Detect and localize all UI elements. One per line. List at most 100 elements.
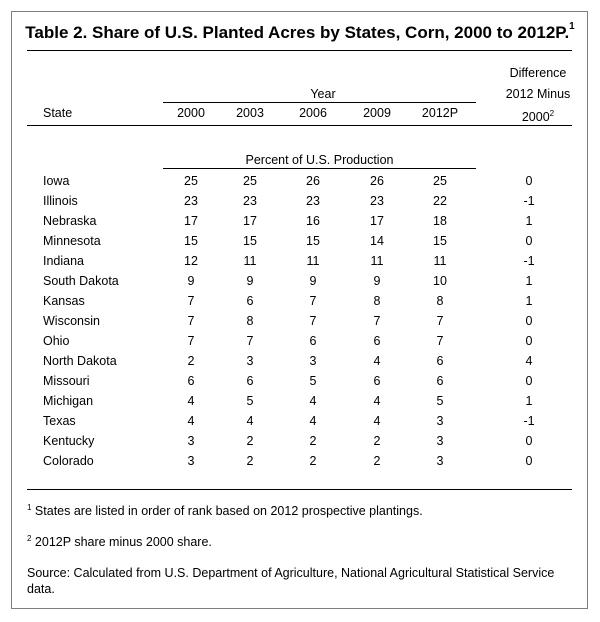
table-row: Nebraska 17 17 16 17 18 1 [0,211,600,231]
cell-state: Texas [43,414,76,428]
state-header: State [43,106,73,120]
cell-2009: 6 [373,374,381,388]
cell-difference: 1 [525,214,533,228]
cell-difference: 0 [525,454,533,468]
cell-difference: 1 [525,274,533,288]
cell-2006: 7 [309,294,317,308]
unit-label: Percent of U.S. Production [245,153,394,167]
cell-2009: 9 [373,274,381,288]
cell-2006: 5 [309,374,317,388]
year-header-2009: 2009 [363,106,391,120]
cell-2003: 5 [246,394,254,408]
cell-2000: 17 [184,214,198,228]
cell-2009: 4 [373,394,381,408]
cell-2012p: 5 [436,394,444,408]
cell-difference: 0 [525,374,533,388]
table-row: Iowa 25 25 26 26 25 0 [0,171,600,191]
cell-2000: 7 [187,334,195,348]
difference-header-line1: Difference [509,66,567,80]
cell-2006: 4 [309,394,317,408]
cell-state: Nebraska [43,214,97,228]
table-row: North Dakota 2 3 3 4 6 4 [0,351,600,371]
cell-2009: 11 [370,254,384,268]
year-group-header: Year [310,87,336,101]
cell-2012p: 3 [436,454,444,468]
cell-2009: 2 [373,454,381,468]
cell-state: Colorado [43,454,94,468]
cell-2012p: 7 [436,334,444,348]
cell-2012p: 3 [436,434,444,448]
cell-state: Ohio [43,334,70,348]
table-row: Minnesota 15 15 15 14 15 0 [0,231,600,251]
cell-2006: 3 [309,354,317,368]
cell-difference: 1 [525,294,533,308]
table-row: Missouri 6 6 5 6 6 0 [0,371,600,391]
cell-state: Missouri [43,374,90,388]
cell-2000: 9 [187,274,195,288]
cell-state: Illinois [43,194,78,208]
footnote-2-text: 2012P share minus 2000 share. [31,535,212,550]
year-header-2012p: 2012P [421,106,459,120]
cell-2009: 6 [373,334,381,348]
table-row: South Dakota 9 9 9 9 10 1 [0,271,600,291]
cell-2000: 4 [187,414,195,428]
cell-difference: 4 [525,354,533,368]
footnote-2: 2 2012P share minus 2000 share. [27,531,567,550]
cell-2009: 26 [370,174,384,188]
cell-difference: -1 [523,254,535,268]
cell-difference: 0 [525,234,533,248]
cell-2009: 17 [370,214,384,228]
cell-2009: 4 [373,354,381,368]
cell-2012p: 7 [436,314,444,328]
cell-difference: 0 [525,334,533,348]
table-row: Kansas 7 6 7 8 8 1 [0,291,600,311]
cell-2000: 6 [187,374,195,388]
cell-2003: 2 [246,454,254,468]
cell-2006: 6 [309,334,317,348]
table-row: Illinois 23 23 23 23 22 -1 [0,191,600,211]
cell-state: Kentucky [43,434,95,448]
table-row: Kentucky 3 2 2 2 3 0 [0,431,600,451]
year-header-2003: 2003 [236,106,264,120]
cell-2012p: 25 [433,174,447,188]
year-header-2000: 2000 [177,106,205,120]
cell-2000: 2 [187,354,195,368]
top-rule [27,50,572,51]
table-row: Michigan 4 5 4 4 5 1 [0,391,600,411]
cell-2003: 6 [246,294,254,308]
difference-header-line2: 2012 Minus [505,87,571,101]
cell-2003: 25 [243,174,257,188]
cell-2009: 8 [373,294,381,308]
source-note: Source: Calculated from U.S. Department … [27,566,555,596]
cell-2000: 15 [184,234,198,248]
cell-2003: 8 [246,314,254,328]
cell-2003: 6 [246,374,254,388]
cell-difference: -1 [523,414,535,428]
cell-2003: 11 [243,254,257,268]
cell-2003: 15 [243,234,257,248]
table-bottom-rule [27,489,572,490]
cell-2006: 16 [306,214,320,228]
cell-2012p: 18 [433,214,447,228]
cell-2006: 2 [309,454,317,468]
table-row: Texas 4 4 4 4 3 -1 [0,411,600,431]
header-bottom-rule [27,125,572,126]
cell-2000: 12 [184,254,198,268]
cell-2012p: 3 [436,414,444,428]
table-row: Colorado 3 2 2 2 3 0 [0,451,600,471]
cell-2000: 7 [187,294,195,308]
difference-header-line3: 20002 [488,106,588,125]
cell-2012p: 11 [433,254,447,268]
cell-state: Minnesota [43,234,101,248]
footnote-1-text: States are listed in order of rank based… [31,504,423,519]
cell-2006: 9 [309,274,317,288]
cell-2000: 25 [184,174,198,188]
cell-state: North Dakota [43,354,117,368]
footnote-1: 1 States are listed in order of rank bas… [27,500,567,519]
table-row: Ohio 7 7 6 6 7 0 [0,331,600,351]
table-row: Indiana 12 11 11 11 11 -1 [0,251,600,271]
cell-2009: 4 [373,414,381,428]
difference-footnote-mark: 2 [549,109,555,118]
cell-2009: 23 [370,194,384,208]
cell-2000: 3 [187,454,195,468]
